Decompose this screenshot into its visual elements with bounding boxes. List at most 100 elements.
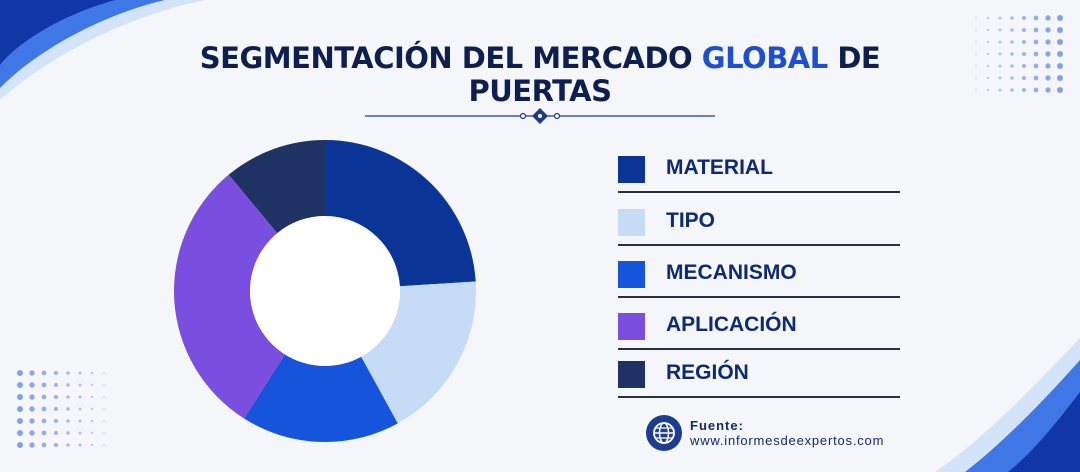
- decor-dot: [975, 77, 977, 79]
- decor-dot: [986, 52, 990, 56]
- decor-dot: [998, 52, 1002, 56]
- decor-dot: [1021, 27, 1027, 33]
- donut-slice-3: [244, 354, 398, 442]
- legend-item-4: APLICACIÓN: [618, 311, 902, 363]
- legend-swatch: [618, 313, 645, 340]
- decor-dot: [90, 407, 94, 411]
- decor-dot: [17, 442, 23, 448]
- source-label: Fuente:: [690, 418, 744, 433]
- decor-dot: [66, 371, 70, 375]
- decor-dot: [1057, 39, 1063, 45]
- decor-dot: [1033, 75, 1039, 81]
- decor-dot: [78, 431, 82, 435]
- decor-dot: [66, 443, 70, 447]
- decor-dot: [1010, 88, 1014, 92]
- decor-dot: [41, 406, 47, 412]
- decor-dot: [41, 382, 47, 388]
- decor-dot: [998, 76, 1002, 80]
- decor-dot: [53, 418, 59, 424]
- decor-dot: [29, 406, 35, 412]
- source-link[interactable]: www.informesdeexpertos.com: [690, 433, 885, 448]
- decor-dot: [1045, 15, 1051, 21]
- decor-dot: [998, 40, 1002, 44]
- legend-divider: [618, 396, 900, 398]
- decor-dot: [975, 65, 977, 67]
- legend-swatch: [618, 361, 645, 388]
- decor-dot: [41, 430, 47, 436]
- decor-dot: [78, 407, 82, 411]
- legend-item-3: MECANISMO: [618, 259, 902, 311]
- decor-dot: [103, 432, 105, 434]
- decor-dot: [1033, 63, 1039, 69]
- decor-dot: [90, 431, 94, 435]
- decor-dot: [998, 88, 1002, 92]
- decor-dot: [90, 395, 94, 399]
- donut-slice-2: [361, 281, 476, 424]
- decor-dot: [986, 76, 990, 80]
- decor-dot: [17, 370, 23, 376]
- legend-divider: [618, 296, 900, 298]
- decor-dot: [90, 371, 94, 375]
- decor-dot: [1021, 63, 1027, 69]
- decor-dot: [78, 371, 82, 375]
- decor-dot: [66, 395, 70, 399]
- donut-chart: [173, 140, 476, 442]
- decor-dot: [29, 394, 35, 400]
- decor-dot: [1010, 52, 1014, 56]
- decor-dot: [78, 443, 82, 447]
- decor-dot: [66, 407, 70, 411]
- donut-slice-1: [325, 140, 476, 287]
- decor-dot: [17, 406, 23, 412]
- decor-dot: [53, 406, 59, 412]
- legend-swatch: [618, 156, 645, 183]
- legend-label: MECANISMO: [666, 261, 797, 284]
- decor-dot: [1057, 27, 1063, 33]
- decor-dot: [1045, 27, 1051, 33]
- legend-item-1: MATERIAL: [618, 154, 902, 206]
- dot-grid-bottom-left: [17, 370, 105, 448]
- legend-divider: [618, 191, 900, 193]
- decor-dot: [1045, 51, 1051, 57]
- decor-dot: [53, 394, 59, 400]
- decor-dot: [986, 16, 990, 20]
- decor-dot: [41, 370, 47, 376]
- decor-dot: [78, 383, 82, 387]
- decor-dot: [1045, 75, 1051, 81]
- decor-dot: [1033, 51, 1039, 57]
- decor-dot: [1010, 28, 1014, 32]
- decor-dot: [986, 28, 990, 32]
- decor-dot: [1010, 16, 1014, 20]
- decor-dot: [1057, 87, 1063, 93]
- decor-dot: [1057, 51, 1063, 57]
- decor-dot: [53, 430, 59, 436]
- decor-dot: [975, 17, 977, 19]
- decor-dot: [1021, 39, 1027, 45]
- chart-title-line2: PUERTAS: [468, 74, 612, 108]
- legend-divider: [618, 244, 900, 246]
- decor-dot: [90, 419, 94, 423]
- decor-dot: [66, 419, 70, 423]
- decor-dot: [17, 418, 23, 424]
- decor-dot: [53, 382, 59, 388]
- legend-item-2: TIPO: [618, 207, 902, 259]
- decor-dot: [29, 370, 35, 376]
- decor-dot: [78, 419, 82, 423]
- decor-dot: [998, 16, 1002, 20]
- decor-dot: [103, 372, 105, 374]
- donut-hole: [250, 216, 400, 366]
- donut-slice-5: [228, 140, 325, 234]
- chart-title: SEGMENTACIÓN DEL MERCADO GLOBAL DE: [199, 41, 881, 75]
- legend-swatch: [618, 261, 645, 288]
- decor-dot: [1033, 39, 1039, 45]
- decor-dot: [1010, 64, 1014, 68]
- decor-dot: [1033, 87, 1039, 93]
- decor-dot: [103, 384, 105, 386]
- legend-item-5: REGIÓN: [618, 359, 902, 411]
- legend-label: REGIÓN: [666, 361, 749, 384]
- decor-dot: [986, 88, 990, 92]
- decor-dot: [1010, 76, 1014, 80]
- decor-dot: [998, 64, 1002, 68]
- legend-label: MATERIAL: [666, 156, 773, 179]
- decor-dot: [103, 444, 105, 446]
